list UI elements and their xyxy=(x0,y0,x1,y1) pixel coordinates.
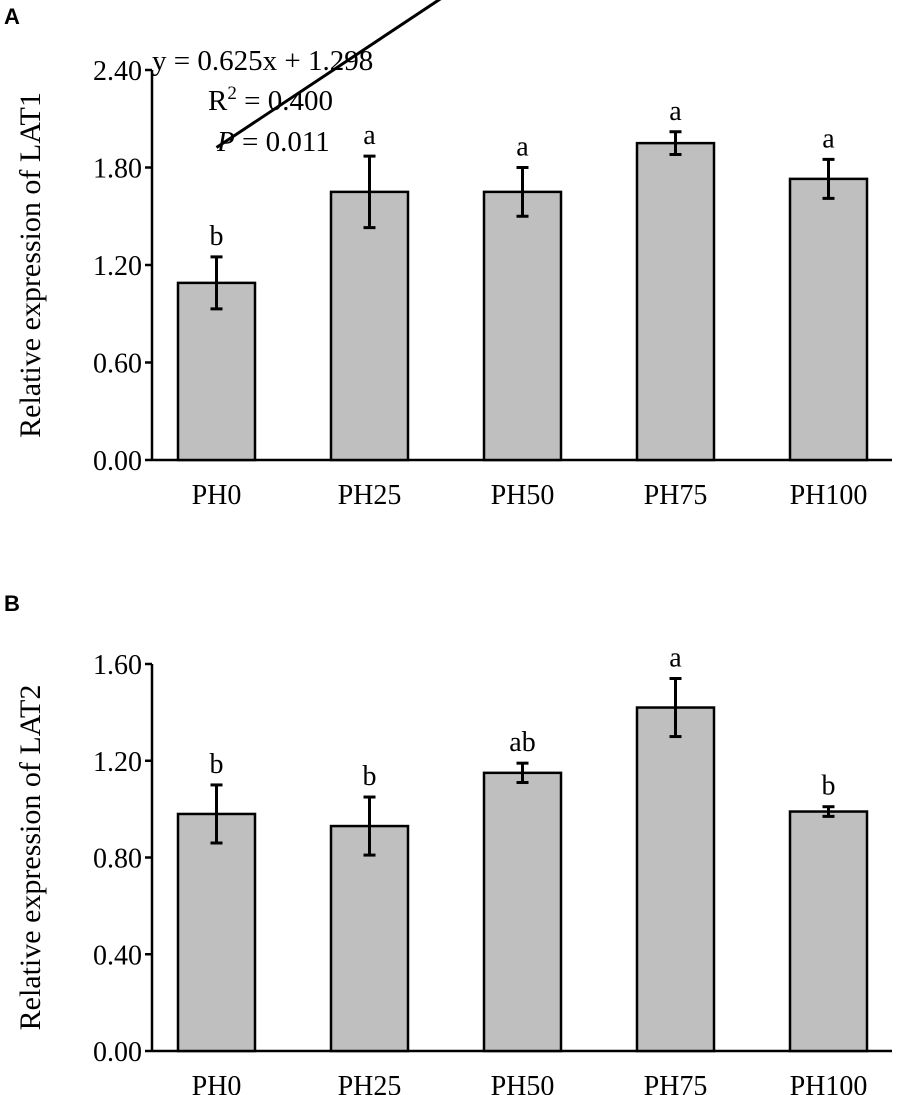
error-bar-ph50 xyxy=(516,761,529,785)
error-bar-ph0 xyxy=(210,255,223,311)
y-tick-label: 0.00 xyxy=(93,446,142,477)
p-value: = 0.011 xyxy=(235,126,330,158)
bar-ph100 xyxy=(788,810,869,1053)
significance-letter: a xyxy=(669,643,682,674)
x-tick-label: PH50 xyxy=(491,1071,555,1095)
significance-letter: a xyxy=(822,123,835,154)
y-tick-label: 0.60 xyxy=(93,349,142,380)
error-bar-ph25 xyxy=(363,795,376,857)
y-tick-label: 1.20 xyxy=(93,747,142,778)
panel-a-plot: 0.00 0.60 1.20 1.80 2.40 Relative expression … xyxy=(14,0,892,511)
error-bar-ph50 xyxy=(516,166,529,218)
bar-ph25 xyxy=(329,190,410,462)
panel-b-label: B xyxy=(4,591,20,616)
significance-letter: b xyxy=(210,749,224,780)
trend-p-value: P = 0.011 xyxy=(216,126,330,158)
significance-letter: b xyxy=(822,771,836,802)
r-squared-superscript: 2 xyxy=(227,83,237,104)
y-axis-label: Relative expression of LAT2 xyxy=(14,685,47,1031)
bar-ph75 xyxy=(635,706,716,1053)
y-tick-label: 1.60 xyxy=(93,650,142,681)
bar-ph0 xyxy=(176,281,257,462)
x-tick-label: PH75 xyxy=(644,480,708,511)
y-tick-label: 0.40 xyxy=(93,940,142,971)
y-tick-label: 0.00 xyxy=(93,1037,142,1068)
error-bar-ph100 xyxy=(822,805,835,818)
x-tick-label: PH100 xyxy=(790,1071,868,1095)
r-squared-value: = 0.400 xyxy=(237,85,333,117)
significance-letter: a xyxy=(516,132,529,163)
x-tick-label: PH0 xyxy=(192,1071,242,1095)
x-tick-label: PH0 xyxy=(192,480,242,511)
error-bar-ph25 xyxy=(363,154,376,230)
x-tick-label: PH25 xyxy=(338,480,402,511)
x-tick-label: PH100 xyxy=(790,480,868,511)
bar-ph75 xyxy=(635,141,716,462)
bar-ph100 xyxy=(788,177,869,462)
bar-ph0 xyxy=(176,812,257,1053)
x-tick-label: PH50 xyxy=(491,480,555,511)
trend-line xyxy=(215,0,442,149)
significance-letter: a xyxy=(363,120,376,151)
significance-letter: ab xyxy=(509,727,535,758)
y-tick-label: 1.20 xyxy=(93,251,142,282)
error-bar-ph75 xyxy=(669,130,682,156)
x-tick-label: PH25 xyxy=(338,1071,402,1095)
y-axis-label: Relative expression of LAT1 xyxy=(14,92,47,438)
bar-ph50 xyxy=(482,190,563,462)
p-symbol: P xyxy=(216,126,235,158)
significance-letter: b xyxy=(210,221,224,252)
significance-letter: a xyxy=(669,96,682,127)
y-tick-label: 0.80 xyxy=(93,844,142,875)
error-bar-ph0 xyxy=(210,783,223,845)
trend-equation: y = 0.625x + 1.298 xyxy=(152,45,373,77)
panel-b-plot: 0.00 0.40 0.80 1.20 1.60 Relative expression … xyxy=(14,643,892,1095)
bar-ph25 xyxy=(329,824,410,1053)
panel-a: A 0.00 0.60 1.20 1.80 2.40 Relative expressio… xyxy=(4,0,892,511)
y-tick-label: 2.40 xyxy=(93,56,142,87)
y-tick-label: 1.80 xyxy=(93,154,142,185)
x-tick-label: PH75 xyxy=(644,1071,708,1095)
panel-a-label: A xyxy=(4,4,20,29)
error-bar-ph75 xyxy=(669,677,682,739)
trend-r-squared: R2 = 0.400 xyxy=(208,83,333,117)
error-bar-ph100 xyxy=(822,157,835,200)
bar-ph50 xyxy=(482,771,563,1053)
r-symbol: R xyxy=(208,85,228,117)
panel-b: B 0.00 0.40 0.80 1.20 1.60 Relative expressio… xyxy=(4,591,892,1095)
significance-letter: b xyxy=(363,761,377,792)
